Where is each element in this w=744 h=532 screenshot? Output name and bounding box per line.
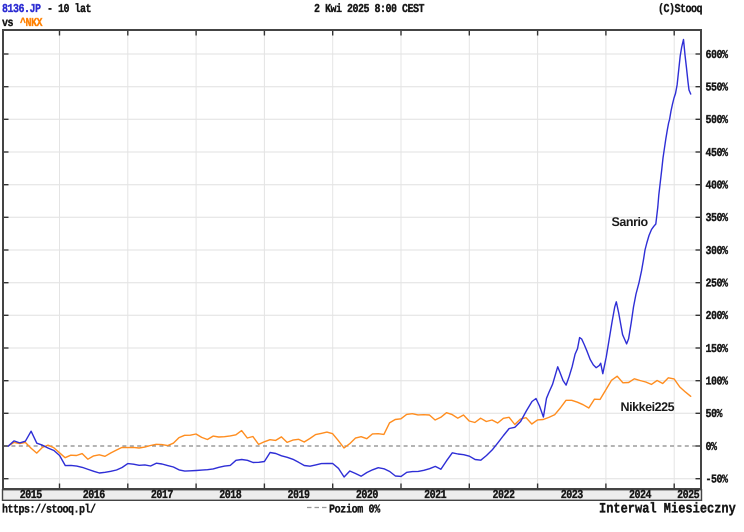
svg-text:350%: 350% bbox=[706, 213, 729, 226]
svg-text:400%: 400% bbox=[706, 180, 729, 193]
svg-text:2024: 2024 bbox=[629, 490, 652, 503]
svg-text:2019: 2019 bbox=[287, 490, 310, 503]
svg-text:100%: 100% bbox=[706, 376, 729, 389]
svg-text:250%: 250% bbox=[706, 278, 729, 291]
svg-text:2022: 2022 bbox=[492, 490, 515, 503]
svg-text:50%: 50% bbox=[706, 409, 723, 422]
svg-text:2021: 2021 bbox=[424, 490, 447, 503]
svg-text:2023: 2023 bbox=[561, 490, 584, 503]
svg-text:500%: 500% bbox=[706, 115, 729, 128]
svg-text:-50%: -50% bbox=[706, 474, 729, 487]
svg-text:vs: vs bbox=[2, 18, 14, 31]
svg-text:150%: 150% bbox=[706, 343, 729, 356]
svg-text:0%: 0% bbox=[706, 441, 718, 454]
svg-text:https://stooq.pl/: https://stooq.pl/ bbox=[2, 503, 96, 517]
svg-text:550%: 550% bbox=[706, 82, 729, 95]
svg-text:600%: 600% bbox=[706, 49, 729, 62]
svg-text:8136.JP: 8136.JP bbox=[2, 4, 41, 17]
svg-text:2018: 2018 bbox=[219, 490, 242, 503]
svg-text:300%: 300% bbox=[706, 245, 729, 258]
svg-text:200%: 200% bbox=[706, 311, 729, 324]
svg-text:Sanrio: Sanrio bbox=[612, 215, 649, 229]
svg-text:2015: 2015 bbox=[20, 490, 43, 503]
svg-text:Poziom 0%: Poziom 0% bbox=[329, 503, 380, 517]
svg-text:2016: 2016 bbox=[83, 490, 106, 503]
svg-text:2025: 2025 bbox=[677, 490, 700, 503]
svg-text:- 10 lat: - 10 lat bbox=[47, 3, 92, 17]
svg-text:^NKX: ^NKX bbox=[20, 18, 43, 31]
svg-text:2017: 2017 bbox=[151, 490, 174, 503]
svg-text:2 Kwi 2025 8:00 CEST: 2 Kwi 2025 8:00 CEST bbox=[314, 3, 425, 17]
svg-text:450%: 450% bbox=[706, 147, 729, 160]
svg-text:Interwal Miesieczny: Interwal Miesieczny bbox=[599, 500, 736, 517]
svg-text:(C)Stooq: (C)Stooq bbox=[658, 3, 703, 17]
svg-text:2020: 2020 bbox=[356, 490, 379, 503]
svg-text:Nikkei225: Nikkei225 bbox=[621, 400, 675, 414]
